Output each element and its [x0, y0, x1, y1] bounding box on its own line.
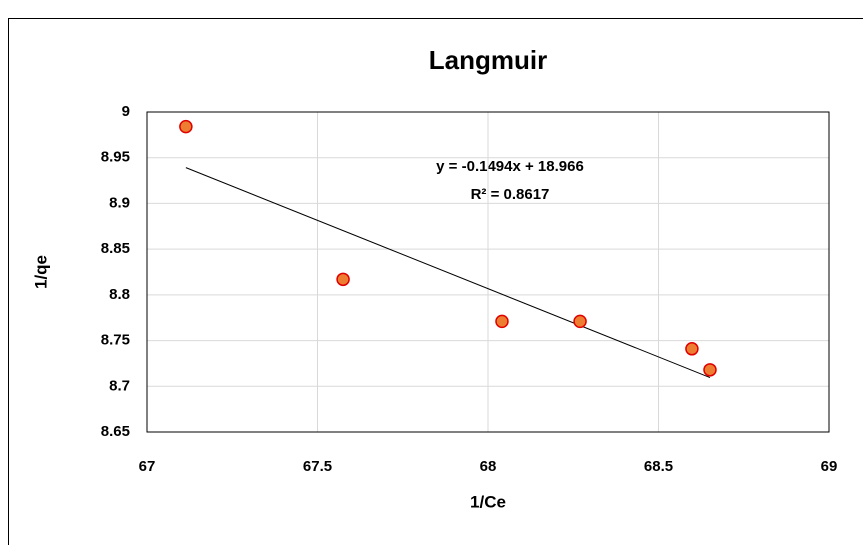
- y-tick-label: 8.9: [109, 194, 130, 211]
- data-point: [573, 314, 587, 329]
- chart-frame: [8, 18, 863, 545]
- x-axis-title: 1/Ce: [470, 492, 506, 511]
- plot-border: [146, 111, 830, 433]
- x-tick-label: 69: [821, 458, 838, 475]
- y-tick-label: 8.8: [109, 286, 130, 303]
- x-tick-label: 68.5: [644, 458, 673, 475]
- trendline-equation: y = -0.1494x + 18.966: [436, 158, 584, 175]
- y-tick-label: 8.85: [101, 240, 130, 257]
- data-point: [336, 272, 350, 287]
- y-tick-label: 9: [122, 103, 130, 120]
- data-point: [495, 314, 509, 329]
- x-tick-label: 67.5: [303, 458, 332, 475]
- y-tick-label: 8.95: [101, 149, 130, 166]
- data-point: [685, 342, 699, 356]
- y-axis-title: 1/qe: [31, 255, 50, 289]
- chart-title: Langmuir: [429, 45, 547, 75]
- y-tick-label: 8.75: [101, 332, 130, 349]
- trendline-r-squared: R² = 0.8617: [471, 186, 550, 203]
- x-tick-label: 67: [139, 458, 156, 475]
- y-tick-label: 8.7: [109, 377, 130, 394]
- data-point: [179, 119, 193, 134]
- data-point: [703, 363, 717, 377]
- trendline: [185, 167, 711, 379]
- x-tick-label: 68: [480, 458, 497, 475]
- y-tick-label: 8.65: [101, 423, 130, 440]
